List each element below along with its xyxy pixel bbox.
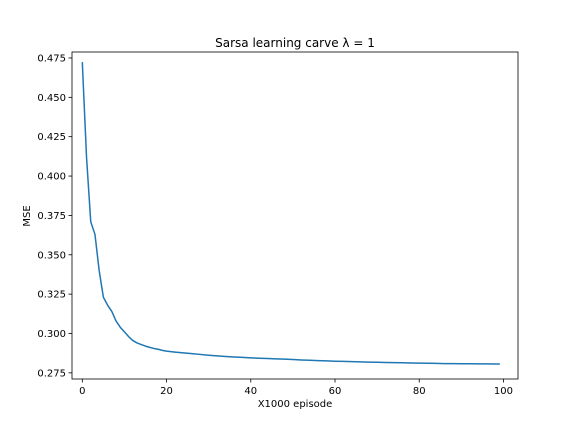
y-tick-label: 0.275 [37, 368, 66, 379]
series-line [81, 61, 501, 365]
series-layer [81, 61, 501, 365]
x-tick-label: 0 [79, 386, 85, 397]
plot-frame [71, 51, 519, 380]
y-axis-label: MSE [22, 205, 33, 226]
y-tick-label: 0.300 [37, 329, 66, 340]
y-tick-label: 0.475 [37, 53, 66, 64]
x-axis-label: X1000 episode [258, 399, 333, 410]
x-tick-label: 20 [160, 386, 173, 397]
y-tick-label: 0.375 [37, 211, 66, 222]
x-tick-label: 40 [244, 386, 257, 397]
y-tick-label: 0.450 [37, 93, 66, 104]
chart-title: Sarsa learning carve λ = 1 [215, 36, 375, 50]
y-tick-label: 0.425 [37, 132, 66, 143]
axes-layer: 0 20 40 60 80 100 0.275 0.300 0.325 0.350 0.375 0.4… [37, 53, 513, 397]
x-tick-label: 100 [494, 386, 513, 397]
y-tick-label: 0.325 [37, 290, 66, 301]
x-tick-label: 60 [329, 386, 342, 397]
y-tick-label: 0.400 [37, 172, 66, 183]
y-tick-label: 0.350 [37, 250, 66, 261]
x-tick-label: 80 [413, 386, 426, 397]
